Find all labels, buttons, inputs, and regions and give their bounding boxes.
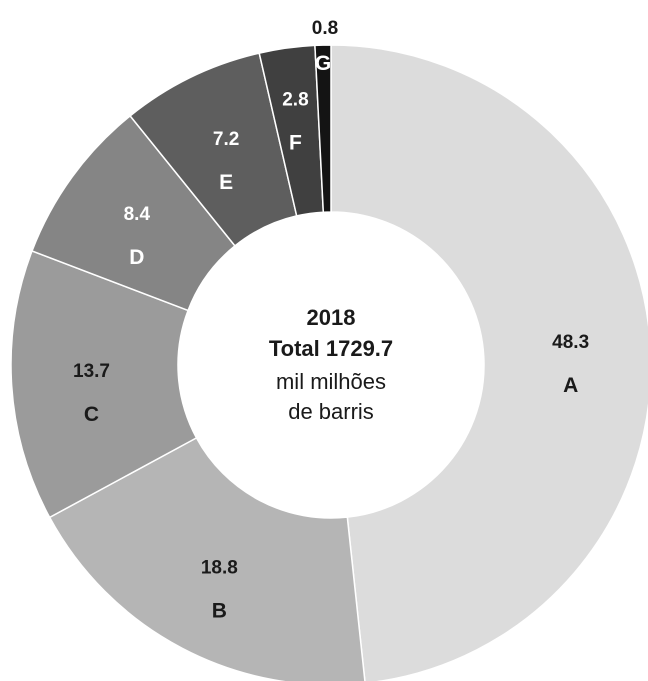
slice-g <box>314 44 332 213</box>
category-label-c: C <box>84 403 99 426</box>
category-label-d: D <box>129 246 144 269</box>
center-unit-line2: de barris <box>288 399 374 424</box>
value-label-g: 0.8 <box>312 18 338 39</box>
value-label-c: 13.7 <box>73 361 110 382</box>
category-label-g: G <box>315 52 331 75</box>
donut-slices <box>10 44 648 681</box>
slice-c <box>10 249 198 519</box>
slice-labels: 48.3 A 18.8 B 13.7 C 8.4 D 7.2 E 2.8 F 0.8 G <box>73 18 589 622</box>
value-label-e: 7.2 <box>213 129 239 150</box>
category-label-f: F <box>289 131 302 154</box>
donut-center: 2018 Total 1729.7 mil milhões de barris <box>269 305 393 424</box>
center-total: Total 1729.7 <box>269 336 393 361</box>
value-label-d: 8.4 <box>124 204 151 225</box>
value-label-a: 48.3 <box>552 332 589 353</box>
center-unit-line1: mil milhões <box>276 369 386 394</box>
slice-b <box>48 436 366 681</box>
category-label-b: B <box>212 599 227 622</box>
category-label-e: E <box>219 171 233 194</box>
slice-a <box>330 44 648 681</box>
value-label-f: 2.8 <box>282 89 308 110</box>
center-year: 2018 <box>307 305 356 330</box>
category-label-a: A <box>563 374 578 397</box>
value-label-b: 18.8 <box>201 557 238 578</box>
